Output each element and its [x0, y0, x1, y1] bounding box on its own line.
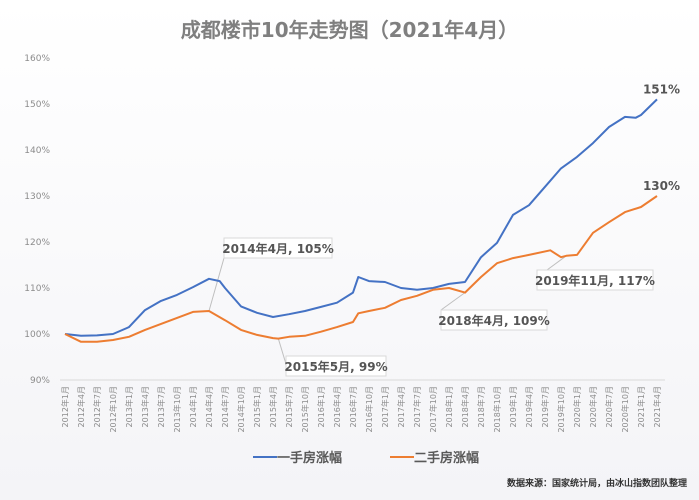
- x-tick-label: 2018年1月: [444, 386, 454, 427]
- legend-label: 一手房涨幅: [277, 450, 342, 466]
- x-tick-label: 2017年7月: [412, 386, 422, 427]
- x-tick-label: 2013年10月: [172, 386, 182, 433]
- x-tick-label: 2015年1月: [252, 386, 262, 427]
- x-tick-label: 2015年4月: [268, 386, 278, 427]
- y-tick-label: 160%: [24, 54, 50, 64]
- annotation-box: [223, 237, 333, 259]
- x-tick-label: 2019年7月: [540, 386, 550, 427]
- x-tick-label: 2013年1月: [124, 386, 134, 427]
- y-tick-label: 90%: [30, 376, 50, 386]
- x-tick-label: 2020年4月: [588, 386, 598, 427]
- x-tick-label: 2019年1月: [508, 386, 518, 427]
- x-tick-label: 2016年10月: [364, 386, 374, 433]
- x-tick-label: 2019年10月: [556, 386, 566, 433]
- x-tick-label: 2019年4月: [524, 386, 534, 427]
- x-tick-label: 2016年4月: [332, 386, 342, 427]
- x-tick-label: 2018年10月: [492, 386, 502, 433]
- end-value-label: 151%: [643, 82, 680, 96]
- x-tick-label: 2017年4月: [396, 386, 406, 427]
- x-tick-label: 2021年1月: [636, 386, 646, 427]
- x-tick-label: 2014年4月: [204, 386, 214, 427]
- annotation-box: [536, 269, 654, 291]
- annotation-label: 2015年5月, 99%: [284, 359, 387, 374]
- y-tick-label: 120%: [24, 238, 50, 248]
- x-tick-label: 2017年10月: [428, 386, 438, 433]
- x-tick-label: 2018年7月: [476, 386, 486, 427]
- x-tick-label: 2014年7月: [220, 386, 230, 427]
- annotation-box: [440, 309, 548, 331]
- x-tick-label: 2018年4月: [460, 386, 470, 427]
- x-tick-label: 2021年4月: [652, 386, 662, 427]
- y-tick-label: 140%: [24, 146, 50, 156]
- x-tick-label: 2020年10月: [620, 386, 630, 433]
- annotation-label: 2019年11月, 117%: [535, 273, 655, 288]
- x-tick-label: 2020年1月: [572, 386, 582, 427]
- x-tick-label: 2016年7月: [348, 386, 358, 427]
- annotation-leader-line: [208, 257, 257, 312]
- x-tick-label: 2012年1月: [60, 386, 70, 427]
- x-tick-label: 2016年1月: [316, 386, 326, 427]
- x-tick-label: 2014年10月: [236, 386, 246, 433]
- annotation-leader-line: [546, 255, 567, 271]
- end-value-label: 130%: [643, 179, 680, 193]
- data-source-note: 数据来源：国家统计局，由冰山指数团队整理: [506, 479, 687, 489]
- x-tick-label: 2020年7月: [604, 386, 614, 427]
- series-line-new-homes: [64, 98, 658, 337]
- x-tick-label: 2012年10月: [108, 386, 118, 433]
- legend-label: 二手房涨幅: [414, 450, 479, 466]
- y-tick-label: 150%: [24, 100, 50, 110]
- annotation-label: 2014年4月, 105%: [222, 241, 334, 256]
- chart-title: 成都楼市10年走势图（2021年4月）: [180, 18, 519, 42]
- annotation-label: 2018年4月, 109%: [438, 313, 550, 328]
- annotation-leader-line: [440, 292, 466, 311]
- x-tick-label: 2014年1月: [188, 386, 198, 427]
- x-tick-label: 2017年1月: [380, 386, 390, 427]
- x-tick-label: 2013年7月: [156, 386, 166, 427]
- annotation-leader-line: [277, 338, 287, 365]
- y-tick-label: 110%: [24, 284, 50, 294]
- x-tick-label: 2015年10月: [300, 386, 310, 433]
- y-tick-label: 130%: [24, 192, 50, 202]
- x-tick-label: 2012年7月: [92, 386, 102, 427]
- y-tick-label: 100%: [24, 330, 50, 340]
- x-tick-label: 2015年7月: [284, 386, 294, 427]
- series-line-resale-homes: [64, 195, 658, 343]
- annotation-box: [285, 355, 387, 377]
- x-tick-label: 2012年4月: [76, 386, 86, 427]
- x-tick-label: 2013年4月: [140, 386, 150, 427]
